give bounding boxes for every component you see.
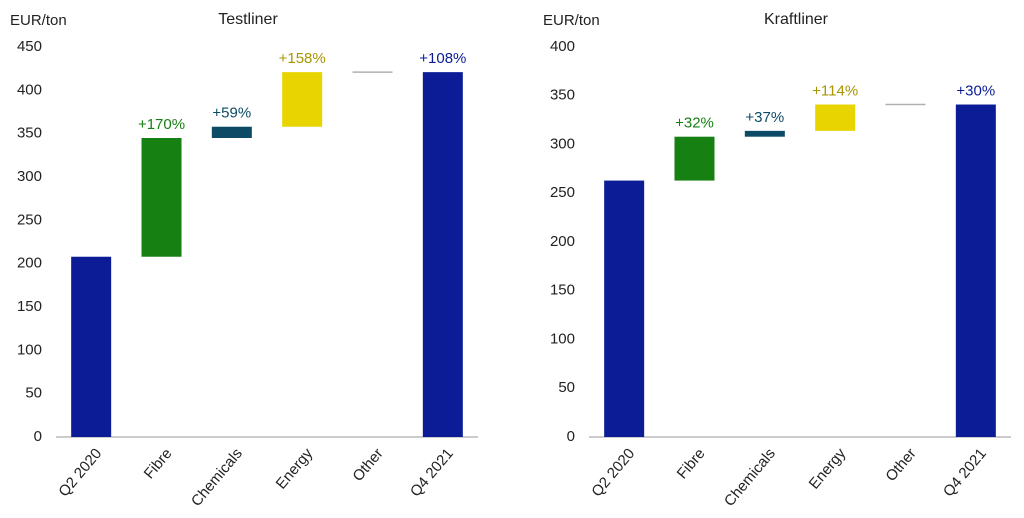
- data-label: +158%: [279, 50, 326, 67]
- y-tick-label: 250: [17, 211, 42, 228]
- x-tick-label: Other: [349, 445, 386, 485]
- y-tick-label: 400: [550, 38, 575, 55]
- y-tick-label: 300: [550, 135, 575, 152]
- bar: [422, 72, 463, 437]
- x-tick-label: Q2 2020: [588, 445, 638, 500]
- data-label: +108%: [419, 50, 466, 67]
- y-tick-label: 0: [567, 428, 575, 445]
- bar: [815, 104, 856, 131]
- y-tick-label: 250: [550, 184, 575, 201]
- y-tick-label: 100: [550, 330, 575, 347]
- x-tick-label: Energy: [806, 445, 850, 493]
- x-tick-label: Energy: [273, 445, 317, 493]
- x-tick-label: Other: [882, 445, 919, 485]
- data-label: +30%: [956, 82, 995, 99]
- bar: [955, 104, 996, 438]
- x-tick-label: Q4 2021: [940, 445, 990, 500]
- y-axis-label: EUR/ton: [543, 12, 600, 29]
- y-axis-label: EUR/ton: [10, 12, 67, 29]
- data-label: +59%: [212, 105, 251, 122]
- y-tick-label: 300: [17, 168, 42, 185]
- data-label: +170%: [138, 116, 185, 133]
- bar: [744, 130, 785, 137]
- chart-title: Testliner: [218, 11, 278, 28]
- y-tick-label: 450: [17, 38, 42, 55]
- bar: [282, 72, 323, 127]
- x-tick-label: Fibre: [141, 445, 176, 482]
- bar: [604, 180, 645, 437]
- chart-title: Kraftliner: [764, 11, 829, 28]
- x-tick-label: Q4 2021: [407, 445, 457, 500]
- y-tick-label: 150: [550, 282, 575, 299]
- y-tick-label: 50: [558, 379, 575, 396]
- x-tick-label: Chemicals: [188, 445, 246, 510]
- x-tick-label: Chemicals: [721, 445, 779, 510]
- y-tick-label: 350: [17, 125, 42, 142]
- x-tick-label: Fibre: [674, 445, 709, 482]
- bar: [141, 138, 182, 257]
- y-tick-label: 150: [17, 298, 42, 315]
- bar: [211, 126, 252, 138]
- y-tick-label: 400: [17, 81, 42, 98]
- data-label: +114%: [812, 82, 858, 99]
- y-tick-label: 350: [550, 87, 575, 104]
- x-tick-label: Q2 2020: [55, 445, 105, 500]
- y-tick-label: 200: [17, 255, 42, 272]
- y-tick-label: 100: [17, 341, 42, 358]
- y-tick-label: 50: [25, 385, 42, 402]
- y-tick-label: 200: [550, 233, 575, 250]
- data-label: +37%: [745, 109, 784, 126]
- data-label: +32%: [675, 115, 714, 132]
- bar: [674, 136, 715, 181]
- bar: [71, 256, 112, 437]
- y-tick-label: 0: [34, 428, 42, 445]
